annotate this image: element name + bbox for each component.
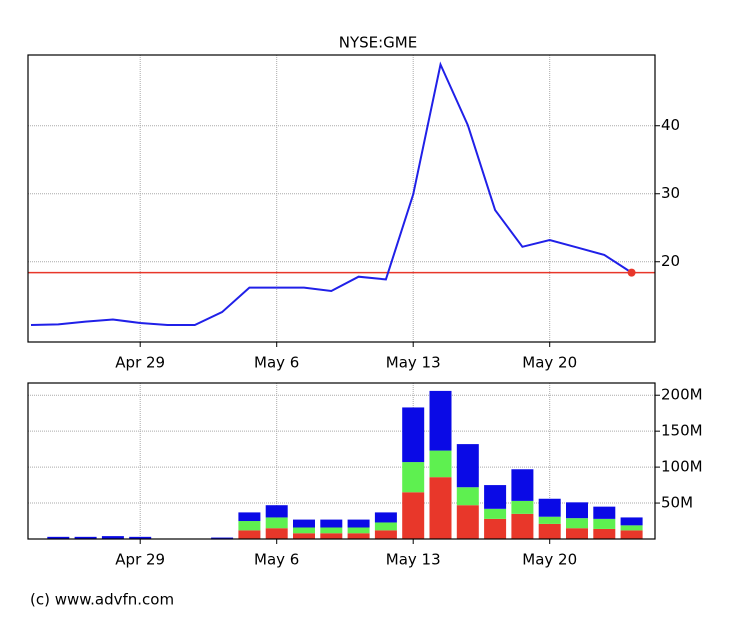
y-tick-label: 20 (661, 252, 680, 270)
volume-bar (511, 500, 534, 514)
volume-bar (265, 528, 288, 539)
volume-bar (320, 533, 343, 539)
volume-bar (402, 407, 425, 463)
volume-bar (374, 522, 397, 531)
x-tick-label: Apr 29 (115, 551, 165, 569)
volume-bar (566, 528, 588, 539)
volume-bar (47, 536, 70, 539)
volume-bar (620, 517, 643, 526)
volume-bar (265, 505, 288, 518)
volume-bar (129, 536, 152, 539)
volume-bar (293, 519, 315, 528)
volume-bar (620, 525, 643, 531)
volume-bar (265, 517, 288, 529)
chart-title: NYSE:GME (339, 34, 417, 52)
y-tick-label: 40 (661, 116, 680, 134)
volume-bar (566, 502, 588, 519)
source-note: (c) www.advfn.com (30, 591, 174, 609)
volume-bar (429, 450, 452, 478)
plot-frame (27, 54, 656, 343)
volume-bar (101, 536, 124, 539)
volume-bar (538, 516, 561, 524)
volume-bar (402, 462, 425, 493)
y-tick-label: 150M (661, 422, 703, 440)
volume-bar (511, 469, 534, 501)
volume-bar (511, 513, 534, 539)
volume-bar (293, 527, 315, 534)
volume-bar (320, 527, 343, 534)
volume-bar (593, 518, 616, 529)
x-tick-label: May 6 (254, 354, 299, 372)
volume-bar (347, 533, 370, 539)
volume-bar (347, 527, 370, 534)
volume-bar (238, 530, 261, 539)
volume-bar (456, 505, 479, 539)
y-tick-label: 30 (661, 184, 680, 202)
volume-bar (74, 536, 97, 539)
volume-bar (374, 530, 397, 539)
x-tick-label: May 6 (254, 551, 299, 569)
volume-bar (456, 487, 479, 506)
volume-bar (620, 530, 643, 539)
y-tick-label: 200M (661, 386, 703, 404)
volume-bar (456, 444, 479, 488)
volume-bar (320, 519, 343, 528)
volume-bar (347, 519, 370, 528)
volume-bar (238, 521, 261, 531)
volume-bar (484, 508, 507, 519)
plot-frame (27, 382, 656, 540)
volume-bar (538, 523, 561, 539)
x-tick-label: May 13 (386, 354, 441, 372)
volume-bar (238, 512, 261, 522)
volume-bar (484, 518, 507, 539)
volume-bar (429, 477, 452, 539)
volume-bar (293, 533, 315, 539)
last-price-dot (627, 268, 636, 277)
x-tick-label: May 20 (522, 354, 577, 372)
volume-bar (374, 512, 397, 523)
x-tick-label: May 13 (386, 551, 441, 569)
volume-bar (593, 528, 616, 539)
volume-bar (402, 492, 425, 539)
volume-bar (484, 485, 507, 509)
volume-bar (566, 518, 588, 529)
x-tick-label: Apr 29 (115, 354, 165, 372)
price-line (30, 61, 633, 326)
volume-bar (429, 390, 452, 451)
y-tick-label: 100M (661, 458, 703, 476)
volume-bar (593, 506, 616, 519)
x-tick-label: May 20 (522, 551, 577, 569)
volume-bar (538, 498, 561, 517)
y-tick-label: 50M (661, 494, 693, 512)
